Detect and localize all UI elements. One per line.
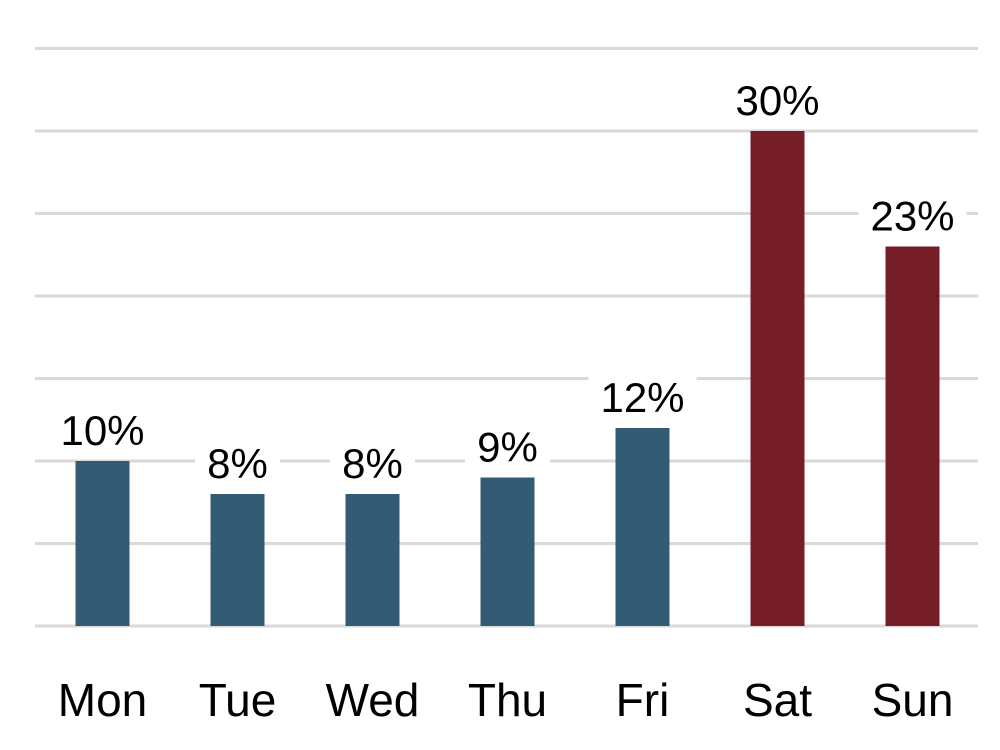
value-label-sat: 30% (735, 77, 819, 124)
value-label-fri: 12% (600, 374, 684, 421)
bar-sun (885, 246, 940, 626)
value-label-mon: 10% (60, 407, 144, 454)
bar-sat (750, 131, 805, 626)
category-label-sun: Sun (872, 674, 954, 726)
bar-mon (75, 461, 130, 626)
value-label-background (465, 421, 550, 473)
value-label-thu: 9% (477, 424, 538, 471)
value-label-background (195, 438, 280, 489)
bar-fri (615, 428, 670, 626)
value-label-sun: 23% (870, 193, 954, 240)
value-label-tue: 8% (207, 440, 268, 487)
value-label-background (588, 372, 697, 423)
category-label-mon: Mon (58, 674, 147, 726)
category-label-thu: Thu (468, 674, 547, 726)
bar-wed (345, 494, 400, 626)
value-label-wed: 8% (342, 440, 403, 487)
value-label-background (723, 75, 832, 126)
category-label-sat: Sat (743, 674, 812, 726)
value-label-background (48, 405, 157, 456)
value-label-background (330, 438, 415, 489)
bar-thu (480, 477, 535, 626)
category-axis-labels: Mon Tue Wed Thu Fri Sat Sun (58, 674, 954, 726)
value-labels: 10% 8% 8% 9% 12% 30% 23% (48, 75, 967, 489)
category-label-fri: Fri (616, 674, 670, 726)
bars (75, 131, 940, 626)
category-label-wed: Wed (326, 674, 420, 726)
bar-tue (210, 494, 265, 626)
value-label-background (858, 190, 967, 242)
category-label-tue: Tue (199, 674, 277, 726)
